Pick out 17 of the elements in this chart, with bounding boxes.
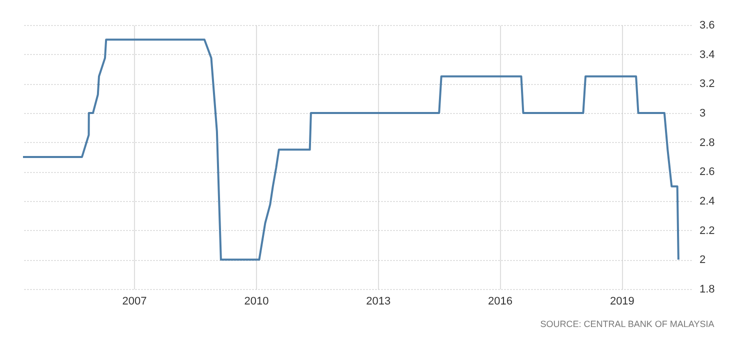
y-tick-label: 2.6 [700, 166, 715, 178]
y-tick-label: 3.2 [700, 78, 715, 90]
x-tick-label: 2013 [366, 296, 391, 308]
y-tick-label: 3.6 [700, 20, 715, 32]
y-tick-label: 2.4 [700, 196, 715, 208]
y-tick-label: 3 [700, 108, 706, 120]
y-tick-label: 1.8 [700, 284, 715, 296]
x-tick-label: 2019 [610, 296, 634, 308]
line-series [22, 38, 680, 261]
x-tick-label: 2016 [488, 296, 512, 308]
y-tick-label: 2 [700, 254, 706, 266]
y-tick-label: 2.2 [700, 224, 715, 237]
x-tick-label: 2007 [122, 296, 147, 308]
y-tick-label: 2.8 [700, 136, 715, 149]
y-tick-label: 3.4 [700, 48, 715, 61]
x-tick-label: 2010 [244, 296, 269, 308]
source-note: SOURCE: CENTRAL BANK OF MALAYSIA [540, 319, 714, 329]
